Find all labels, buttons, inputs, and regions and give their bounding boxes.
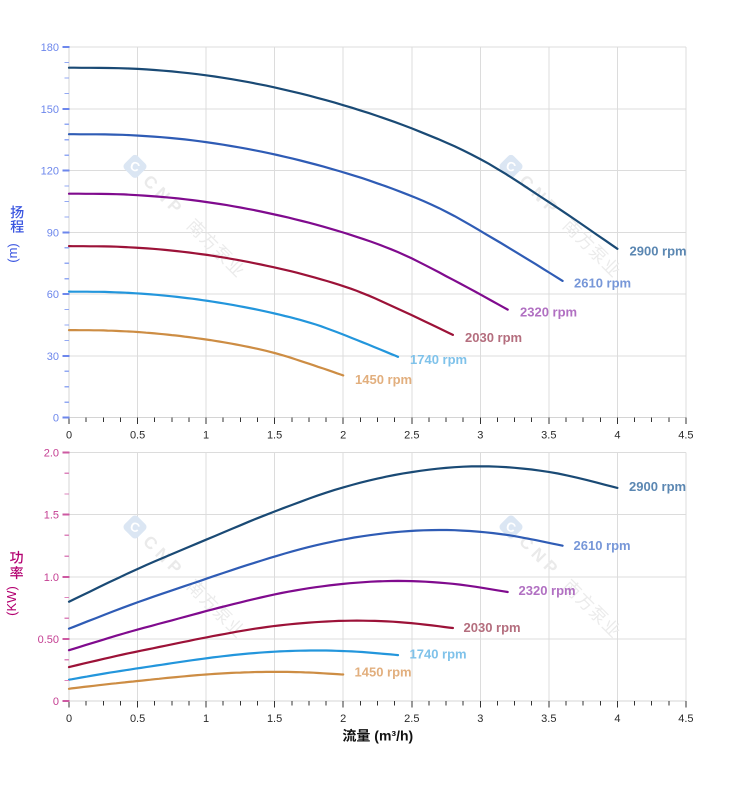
svg-text:2900 rpm: 2900 rpm <box>629 479 686 494</box>
svg-text:2.5: 2.5 <box>404 430 419 442</box>
svg-text:3.5: 3.5 <box>541 713 556 725</box>
svg-text:1450 rpm: 1450 rpm <box>355 372 412 387</box>
svg-text:4: 4 <box>614 430 620 442</box>
svg-text:1.5: 1.5 <box>44 510 59 522</box>
svg-text:2.0: 2.0 <box>44 447 59 459</box>
svg-text:4.5: 4.5 <box>678 430 693 442</box>
svg-text:180: 180 <box>41 42 59 54</box>
svg-text:2030 rpm: 2030 rpm <box>465 330 522 345</box>
svg-text:2.5: 2.5 <box>404 713 419 725</box>
svg-text:0.5: 0.5 <box>130 713 145 725</box>
svg-text:2: 2 <box>340 430 346 442</box>
svg-text:1: 1 <box>203 430 209 442</box>
svg-text:(m): (m) <box>5 243 20 263</box>
svg-text:0.50: 0.50 <box>38 634 59 646</box>
svg-text:90: 90 <box>47 227 59 239</box>
svg-text:(KW): (KW) <box>4 586 19 616</box>
svg-text:0: 0 <box>53 696 59 708</box>
svg-text:2900 rpm: 2900 rpm <box>630 244 687 259</box>
svg-text:0: 0 <box>53 413 59 425</box>
svg-text:3.5: 3.5 <box>541 430 556 442</box>
svg-text:2030 rpm: 2030 rpm <box>464 620 521 635</box>
svg-text:1: 1 <box>203 713 209 725</box>
svg-text:1.0: 1.0 <box>44 572 59 584</box>
svg-text:1740 rpm: 1740 rpm <box>410 352 467 367</box>
svg-text:(m³/h): (m³/h) <box>374 727 413 743</box>
svg-text:1.5: 1.5 <box>267 430 282 442</box>
svg-text:4.5: 4.5 <box>678 713 693 725</box>
svg-text:60: 60 <box>47 289 59 301</box>
svg-text:2320 rpm: 2320 rpm <box>519 583 576 598</box>
svg-text:1.5: 1.5 <box>267 713 282 725</box>
svg-text:2: 2 <box>340 713 346 725</box>
svg-text:2320 rpm: 2320 rpm <box>520 305 577 320</box>
svg-text:0: 0 <box>66 713 72 725</box>
svg-text:4: 4 <box>614 713 620 725</box>
svg-text:30: 30 <box>47 351 59 363</box>
svg-text:3: 3 <box>477 713 483 725</box>
svg-text:120: 120 <box>41 166 59 178</box>
svg-text:0.5: 0.5 <box>130 430 145 442</box>
svg-text:1450 rpm: 1450 rpm <box>355 665 412 680</box>
svg-text:2610 rpm: 2610 rpm <box>574 276 631 291</box>
svg-text:3: 3 <box>477 430 483 442</box>
svg-text:2610 rpm: 2610 rpm <box>574 538 631 553</box>
svg-text:150: 150 <box>41 104 59 116</box>
svg-text:0: 0 <box>66 430 72 442</box>
svg-text:1740 rpm: 1740 rpm <box>410 647 467 662</box>
